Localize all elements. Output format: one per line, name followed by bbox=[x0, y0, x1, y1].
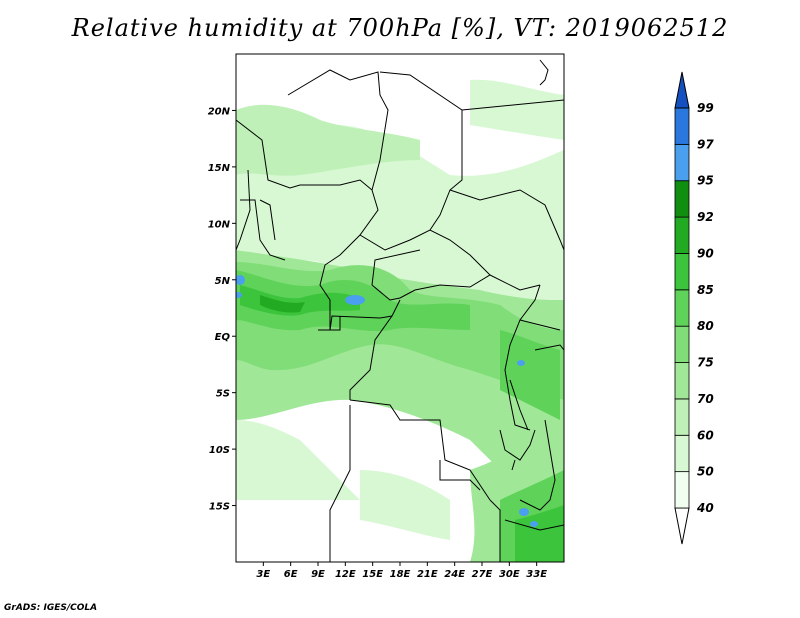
colorbar-segment bbox=[674, 398, 690, 436]
colorbar-label: 75 bbox=[697, 356, 714, 370]
lat-tick-label: 5S bbox=[216, 389, 230, 400]
colorbar-label: 90 bbox=[697, 246, 714, 260]
colorbar-segment bbox=[674, 289, 690, 327]
colorbar-label: 92 bbox=[697, 210, 714, 224]
colorbar-segment bbox=[674, 325, 690, 363]
lat-tick-label: 10N bbox=[208, 219, 231, 230]
map-panel bbox=[236, 54, 564, 562]
lat-tick-label: 15S bbox=[209, 502, 230, 513]
colorbar: 40 50 60 70 75 80 85 90 92 95 97 99 bbox=[674, 71, 714, 545]
colorbar-over-triangle bbox=[674, 71, 690, 109]
lon-tick-label: 18E bbox=[390, 569, 411, 580]
lon-axis: 3E 6E 9E 12E 15E 18E 21E 24E 27E 30E 33E bbox=[256, 562, 547, 580]
country-borders bbox=[236, 59, 564, 562]
lon-tick-label: 33E bbox=[526, 569, 547, 580]
lon-tick-label: 30E bbox=[499, 569, 520, 580]
humidity-field bbox=[236, 79, 564, 562]
lat-tick-label: 5N bbox=[215, 276, 231, 287]
colorbar-segment bbox=[674, 180, 690, 218]
colorbar-segment bbox=[674, 434, 690, 473]
lon-tick-label: 21E bbox=[417, 569, 438, 580]
colorbar-label: 70 bbox=[697, 392, 714, 406]
colorbar-label: 40 bbox=[696, 501, 714, 515]
lon-tick-label: 3E bbox=[256, 569, 270, 580]
colorbar-segment bbox=[674, 362, 690, 400]
colorbar-label: 80 bbox=[697, 319, 714, 333]
colorbar-segment bbox=[674, 216, 690, 254]
lat-axis: 20N 15N 10N 5N EQ 5S 10S 15S bbox=[208, 106, 236, 513]
credit-text: GrADS: IGES/COLA bbox=[4, 603, 98, 613]
colorbar-label: 95 bbox=[697, 174, 714, 188]
map-title: Relative humidity at 700hPa [%], VT: 201… bbox=[71, 14, 729, 42]
lat-tick-label: 15N bbox=[208, 163, 231, 174]
colorbar-label: 60 bbox=[697, 428, 714, 442]
colorbar-label: 99 bbox=[697, 101, 714, 115]
colorbar-segment bbox=[674, 107, 690, 145]
lon-tick-label: 6E bbox=[284, 569, 298, 580]
colorbar-segment bbox=[674, 143, 690, 182]
colorbar-segment bbox=[674, 471, 690, 509]
colorbar-label: 97 bbox=[697, 137, 714, 151]
lon-tick-label: 15E bbox=[362, 569, 383, 580]
colorbar-label: 85 bbox=[697, 283, 714, 297]
colorbar-under-triangle bbox=[674, 507, 690, 545]
lat-tick-label: 10S bbox=[209, 445, 230, 456]
colorbar-label: 50 bbox=[697, 465, 714, 479]
lat-tick-label: EQ bbox=[215, 332, 231, 343]
lon-tick-label: 24E bbox=[444, 569, 465, 580]
lon-tick-label: 12E bbox=[335, 569, 356, 580]
lat-tick-label: 20N bbox=[208, 106, 231, 117]
lon-tick-label: 27E bbox=[472, 569, 493, 580]
colorbar-segment bbox=[674, 253, 690, 291]
lon-tick-label: 9E bbox=[311, 569, 325, 580]
